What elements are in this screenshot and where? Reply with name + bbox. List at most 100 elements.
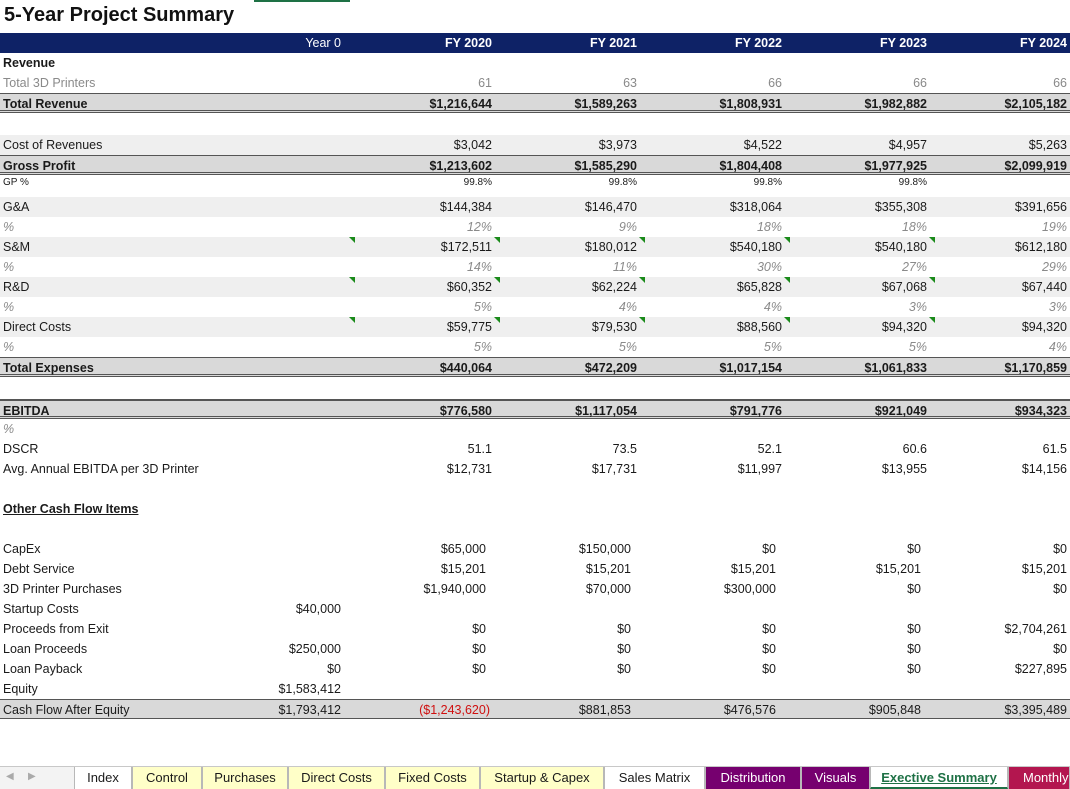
- cell[interactable]: 4%: [1048, 340, 1067, 354]
- cell[interactable]: 66: [913, 76, 927, 90]
- cell[interactable]: $1,804,408: [719, 159, 782, 173]
- cell[interactable]: $15,201: [585, 562, 631, 576]
- cell[interactable]: $172,511: [440, 240, 492, 254]
- cell[interactable]: $476,576: [723, 703, 776, 717]
- cell[interactable]: $0: [1053, 582, 1067, 596]
- cell[interactable]: $67,068: [881, 280, 927, 294]
- cell[interactable]: $79,530: [591, 320, 637, 334]
- row-label[interactable]: Avg. Annual EBITDA per 3D Printer: [3, 462, 199, 476]
- cell[interactable]: $0: [762, 662, 776, 676]
- cell[interactable]: $4,522: [743, 138, 782, 152]
- cell[interactable]: 29%: [1041, 260, 1067, 274]
- cell[interactable]: 73.5: [612, 442, 637, 456]
- cell[interactable]: 99.8%: [608, 177, 637, 188]
- tab-index[interactable]: Index: [74, 767, 132, 789]
- cell[interactable]: $540,180: [874, 240, 927, 254]
- cell[interactable]: $62,224: [591, 280, 637, 294]
- cell[interactable]: $2,105,182: [1004, 97, 1067, 111]
- cell[interactable]: $227,895: [1014, 662, 1067, 676]
- tab-exective-summary[interactable]: Exective Summary: [870, 767, 1008, 789]
- cell[interactable]: 99.8%: [898, 177, 927, 188]
- cell[interactable]: $94,320: [1021, 320, 1067, 334]
- cell[interactable]: $0: [907, 662, 921, 676]
- row-label[interactable]: %: [3, 300, 15, 314]
- cell[interactable]: 5%: [473, 300, 492, 314]
- tab-direct-costs[interactable]: Direct Costs: [288, 767, 385, 789]
- row-label[interactable]: G&A: [3, 200, 30, 214]
- cell[interactable]: $0: [472, 662, 486, 676]
- cell[interactable]: $0: [617, 622, 631, 636]
- col-header-fy2023[interactable]: FY 2023: [879, 36, 927, 50]
- cell[interactable]: 19%: [1041, 220, 1067, 234]
- cell[interactable]: 27%: [901, 260, 927, 274]
- cell[interactable]: ($1,243,620): [419, 703, 490, 717]
- cell[interactable]: 30%: [756, 260, 782, 274]
- cell[interactable]: $59,775: [446, 320, 492, 334]
- cell[interactable]: $1,216,644: [429, 97, 492, 111]
- cell[interactable]: $0: [762, 622, 776, 636]
- cell[interactable]: $14,156: [1021, 462, 1067, 476]
- cell[interactable]: $0: [617, 642, 631, 656]
- cell[interactable]: 9%: [618, 220, 637, 234]
- cell[interactable]: $934,323: [1014, 404, 1067, 418]
- cell[interactable]: $180,012: [584, 240, 637, 254]
- cell[interactable]: $3,395,489: [1004, 703, 1067, 717]
- tab-startup-capex[interactable]: Startup & Capex: [480, 767, 604, 789]
- cell[interactable]: $318,064: [729, 200, 782, 214]
- row-label[interactable]: EBITDA: [3, 404, 50, 418]
- cell[interactable]: $40,000: [295, 602, 341, 616]
- cell[interactable]: 99.8%: [753, 177, 782, 188]
- cell[interactable]: 4%: [763, 300, 782, 314]
- cell[interactable]: 3%: [1048, 300, 1067, 314]
- cell[interactable]: $1,213,602: [429, 159, 492, 173]
- cell[interactable]: $67,440: [1021, 280, 1067, 294]
- tab-sales-matrix[interactable]: Sales Matrix: [604, 767, 705, 789]
- cell[interactable]: $70,000: [585, 582, 631, 596]
- cell[interactable]: $1,808,931: [719, 97, 782, 111]
- cell[interactable]: $3,973: [598, 138, 637, 152]
- row-label[interactable]: S&M: [3, 240, 31, 254]
- row-label[interactable]: DSCR: [3, 442, 39, 456]
- cell[interactable]: $1,793,412: [278, 703, 341, 717]
- tab-visuals[interactable]: Visuals: [801, 767, 870, 789]
- cell[interactable]: 11%: [612, 260, 637, 274]
- row-label[interactable]: GP %: [3, 177, 29, 188]
- cell[interactable]: $0: [907, 542, 921, 556]
- cell[interactable]: $11,997: [737, 462, 782, 476]
- cell[interactable]: $65,828: [736, 280, 782, 294]
- cell[interactable]: 61.5: [1042, 442, 1067, 456]
- cell[interactable]: $0: [617, 662, 631, 676]
- cell[interactable]: $15,201: [440, 562, 486, 576]
- cell[interactable]: $0: [762, 642, 776, 656]
- cell[interactable]: $2,704,261: [1004, 622, 1067, 636]
- cell[interactable]: $1,170,859: [1004, 361, 1067, 375]
- cell[interactable]: 3%: [908, 300, 927, 314]
- cell[interactable]: $88,560: [736, 320, 782, 334]
- cell[interactable]: 18%: [901, 220, 927, 234]
- row-label[interactable]: Equity: [3, 682, 38, 696]
- col-header-fy2020[interactable]: FY 2020: [444, 36, 492, 50]
- cell[interactable]: 66: [1053, 76, 1067, 90]
- tab-distribution[interactable]: Distribution: [705, 767, 801, 789]
- cell[interactable]: $905,848: [868, 703, 921, 717]
- cell[interactable]: 52.1: [757, 442, 782, 456]
- cell[interactable]: $1,589,263: [574, 97, 637, 111]
- cell[interactable]: $1,982,882: [864, 97, 927, 111]
- row-label[interactable]: Total Revenue: [3, 97, 88, 111]
- cell[interactable]: $5,263: [1028, 138, 1067, 152]
- row-label[interactable]: %: [3, 422, 15, 436]
- cell[interactable]: 99.8%: [463, 177, 492, 188]
- row-label[interactable]: Debt Service: [3, 562, 75, 576]
- row-label[interactable]: %: [3, 260, 15, 274]
- cell[interactable]: 5%: [908, 340, 927, 354]
- scroll-left-icon[interactable]: ◀: [6, 771, 14, 782]
- cell[interactable]: $17,731: [591, 462, 637, 476]
- cell[interactable]: $440,064: [439, 361, 492, 375]
- row-label[interactable]: Total 3D Printers: [3, 76, 96, 90]
- cell[interactable]: 61: [478, 76, 492, 90]
- cell[interactable]: $355,308: [874, 200, 927, 214]
- other-cash-flow-section-label[interactable]: Other Cash Flow Items: [3, 502, 139, 516]
- cell[interactable]: $15,201: [730, 562, 776, 576]
- col-header-fy2021[interactable]: FY 2021: [589, 36, 637, 50]
- cell[interactable]: $2,099,919: [1004, 159, 1067, 173]
